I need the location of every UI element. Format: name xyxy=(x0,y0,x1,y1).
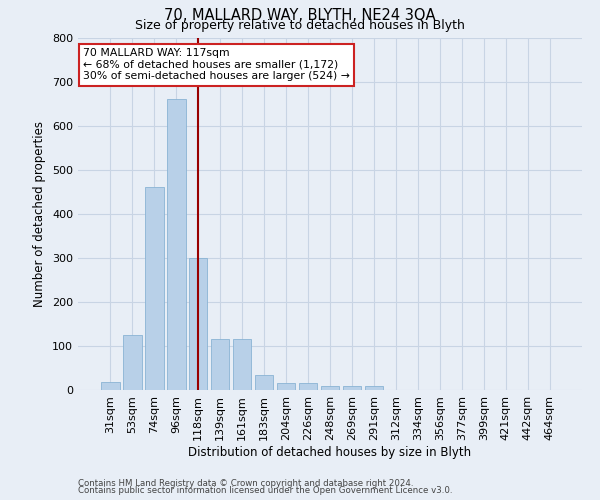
X-axis label: Distribution of detached houses by size in Blyth: Distribution of detached houses by size … xyxy=(188,446,472,458)
Bar xyxy=(365,386,383,390)
Bar xyxy=(233,340,251,390)
Text: 70, MALLARD WAY, BLYTH, NE24 3QA: 70, MALLARD WAY, BLYTH, NE24 3QA xyxy=(164,8,436,22)
Y-axis label: Number of detached properties: Number of detached properties xyxy=(34,120,46,306)
Bar xyxy=(277,384,295,390)
Bar xyxy=(255,374,274,390)
Bar xyxy=(343,386,361,390)
Text: Size of property relative to detached houses in Blyth: Size of property relative to detached ho… xyxy=(135,18,465,32)
Bar xyxy=(211,340,229,390)
Text: 70 MALLARD WAY: 117sqm
← 68% of detached houses are smaller (1,172)
30% of semi-: 70 MALLARD WAY: 117sqm ← 68% of detached… xyxy=(83,48,350,82)
Bar xyxy=(299,384,317,390)
Bar xyxy=(167,99,185,390)
Bar xyxy=(320,386,340,390)
Bar xyxy=(123,335,142,390)
Bar xyxy=(145,188,164,390)
Bar xyxy=(189,258,208,390)
Text: Contains public sector information licensed under the Open Government Licence v3: Contains public sector information licen… xyxy=(78,486,452,495)
Text: Contains HM Land Registry data © Crown copyright and database right 2024.: Contains HM Land Registry data © Crown c… xyxy=(78,478,413,488)
Bar xyxy=(101,382,119,390)
